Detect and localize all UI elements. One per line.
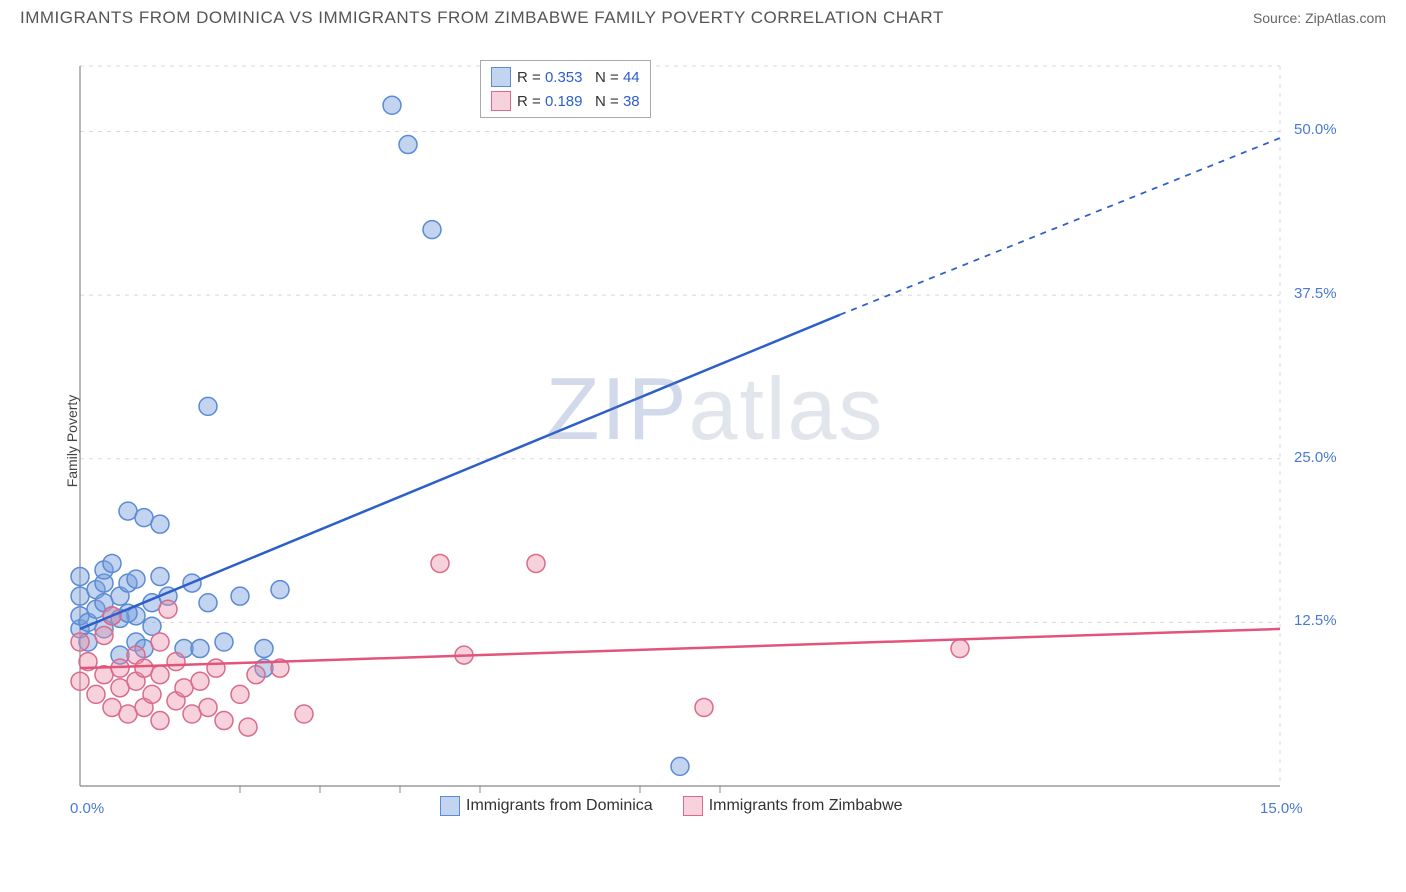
legend-stat: R = 0.189 N = 38	[517, 93, 640, 110]
legend-swatch-icon	[440, 796, 460, 816]
legend-swatch	[491, 91, 511, 111]
legend-item-label: Immigrants from Zimbabwe	[709, 797, 903, 815]
y-tick-label: 50.0%	[1294, 121, 1337, 138]
x-tick-min: 0.0%	[70, 800, 104, 817]
y-tick-label: 12.5%	[1294, 612, 1337, 629]
legend-item: Immigrants from Dominica	[440, 796, 653, 816]
legend-swatch-icon	[683, 796, 703, 816]
y-axis-label: Family Poverty	[64, 395, 80, 488]
legend-stat: R = 0.353 N = 44	[517, 69, 640, 86]
x-tick-max: 15.0%	[1260, 800, 1303, 817]
series-legend: Immigrants from Dominica Immigrants from …	[440, 796, 903, 816]
chart-title: IMMIGRANTS FROM DOMINICA VS IMMIGRANTS F…	[20, 8, 944, 28]
y-tick-label: 37.5%	[1294, 285, 1337, 302]
legend-item-label: Immigrants from Dominica	[466, 797, 653, 815]
legend-item: Immigrants from Zimbabwe	[683, 796, 903, 816]
scatter-svg	[60, 46, 1370, 836]
y-tick-label: 25.0%	[1294, 449, 1337, 466]
correlation-legend: R = 0.353 N = 44 R = 0.189 N = 38	[480, 60, 651, 118]
plot-area: Family Poverty ZIPatlas 12.5%25.0%37.5%5…	[60, 46, 1370, 836]
source-label: Source: ZipAtlas.com	[1253, 10, 1386, 26]
legend-swatch	[491, 67, 511, 87]
